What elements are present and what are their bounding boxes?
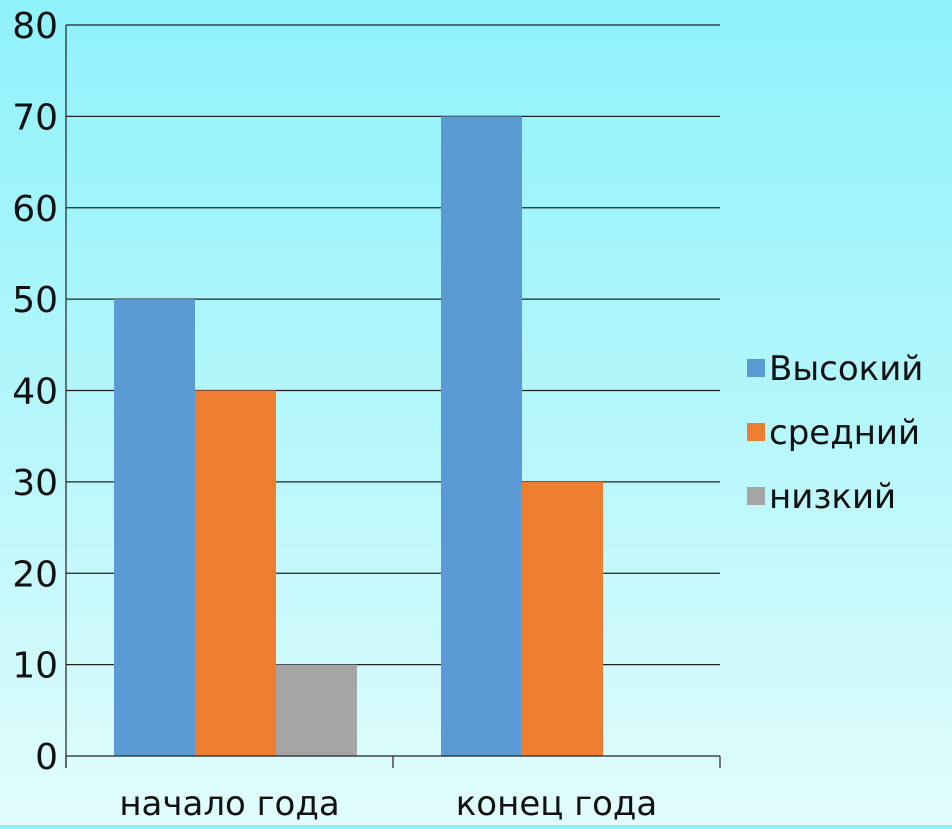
y-tick-label-40: 40 bbox=[12, 372, 58, 413]
y-tick-label-10: 10 bbox=[12, 646, 58, 687]
legend-swatch-низкий bbox=[747, 487, 765, 505]
legend-label-Высокий: Высокий bbox=[769, 349, 923, 389]
x-tick-labels: начало года конец года bbox=[119, 784, 657, 824]
x-tick-label-2: конец года bbox=[456, 784, 657, 824]
bar-средний-начало года bbox=[195, 390, 276, 756]
x-tick-label-1: начало года bbox=[119, 784, 339, 824]
y-tick-label-20: 20 bbox=[12, 554, 58, 595]
legend-label-низкий: низкий bbox=[769, 477, 896, 517]
y-tick-label-80: 80 bbox=[12, 6, 58, 47]
y-tick-label-30: 30 bbox=[12, 463, 58, 504]
bar-Высокий-конец года bbox=[441, 116, 522, 756]
y-tick-label-50: 50 bbox=[12, 280, 58, 321]
bar-Высокий-начало года bbox=[114, 299, 195, 756]
bar-низкий-начало года bbox=[276, 664, 357, 756]
legend-swatch-Высокий bbox=[747, 359, 765, 377]
bars bbox=[114, 116, 603, 756]
legend-label-средний: средний bbox=[769, 413, 920, 453]
legend: Высокий средний низкий bbox=[747, 349, 923, 517]
bar-средний-конец года bbox=[522, 481, 603, 756]
axes bbox=[65, 25, 721, 768]
y-tick-labels: 0 10 20 30 40 50 60 70 80 bbox=[12, 6, 58, 778]
y-tick-label-60: 60 bbox=[12, 189, 58, 230]
y-tick-label-70: 70 bbox=[12, 97, 58, 138]
y-tick-label-0: 0 bbox=[35, 737, 58, 778]
legend-swatch-средний bbox=[747, 423, 765, 441]
